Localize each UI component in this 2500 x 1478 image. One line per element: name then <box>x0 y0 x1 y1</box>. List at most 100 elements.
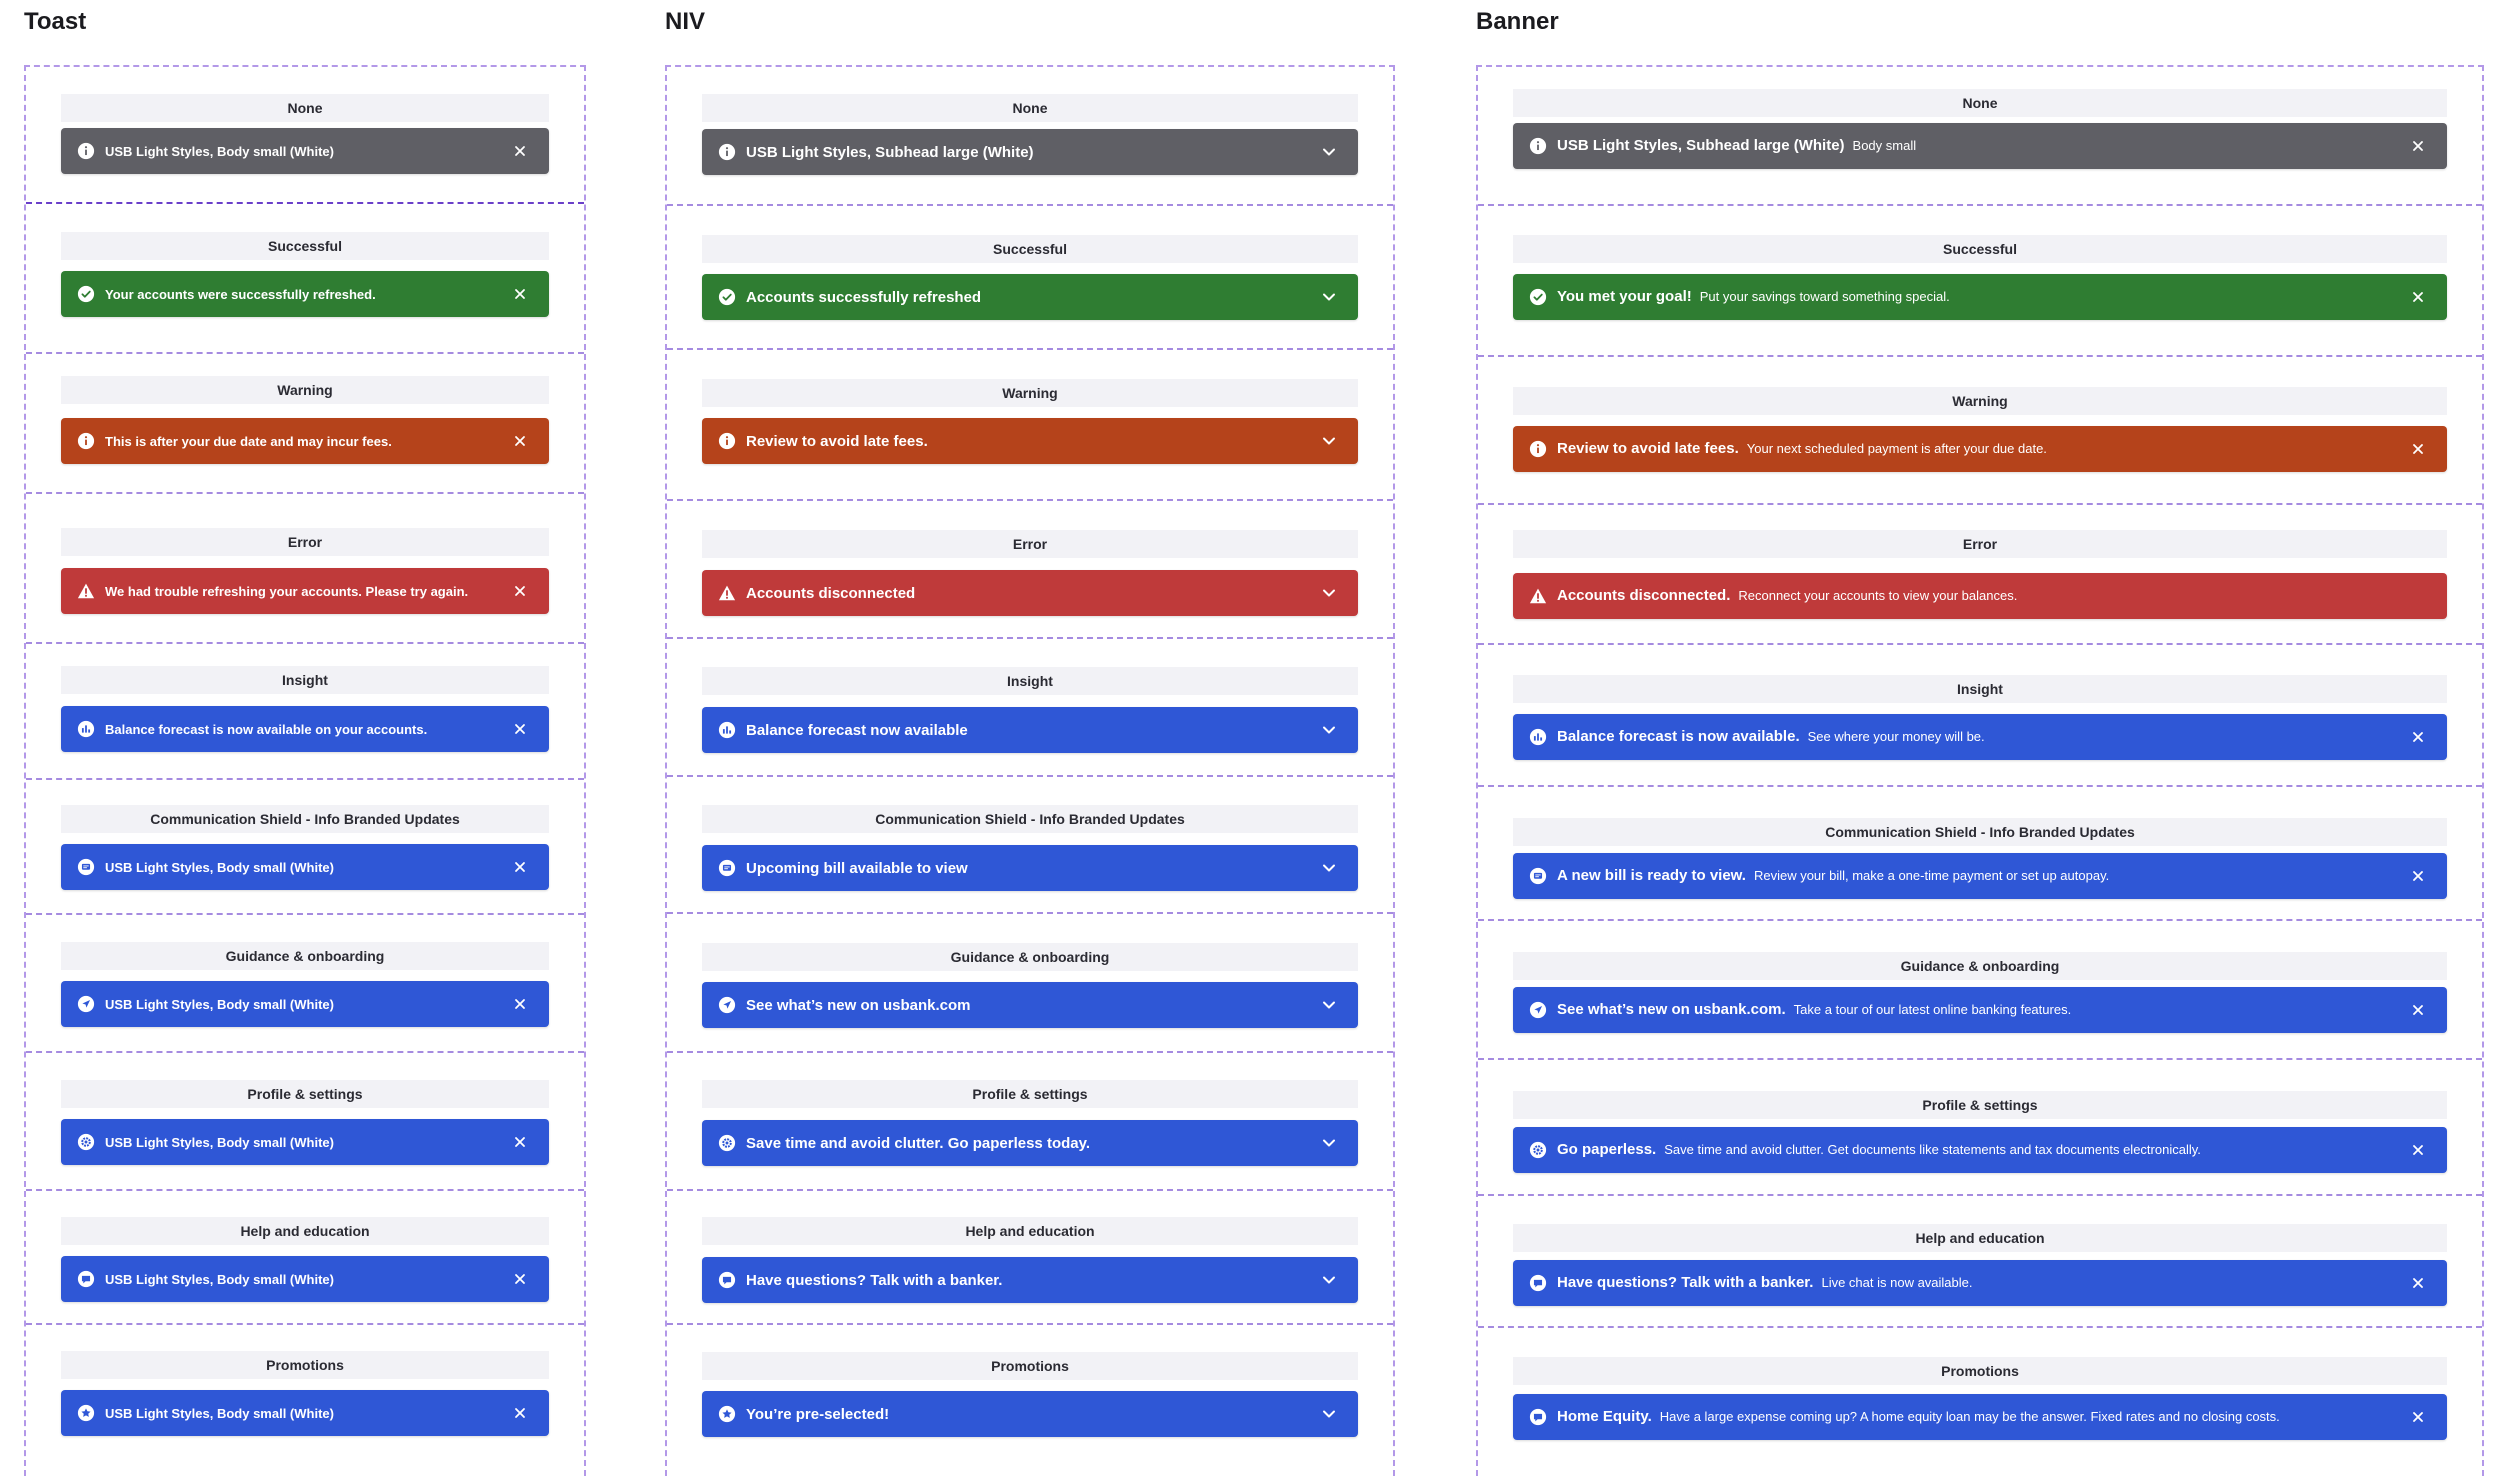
close-icon[interactable] <box>2407 1139 2429 1161</box>
niv-info-notification[interactable]: Save time and avoid clutter. Go paperles… <box>702 1120 1358 1166</box>
toast-info-notification: USB Light Styles, Body small (White) <box>61 844 549 890</box>
notification-title: A new bill is ready to view. <box>1557 867 1746 884</box>
section-help-and-education: Help and education Have questions? Talk w… <box>667 1189 1393 1323</box>
close-icon[interactable] <box>509 718 531 740</box>
chevron-down-icon[interactable] <box>1318 994 1340 1016</box>
close-icon[interactable] <box>509 283 531 305</box>
variant-label: Successful <box>1513 235 2447 263</box>
variants-frame: None USB Light Styles, Subhead large (Whi… <box>665 65 1395 1476</box>
chevron-down-icon[interactable] <box>1318 286 1340 308</box>
notification-title: This is after your due date and may incu… <box>105 433 392 449</box>
notification-text: Balance forecast is now available on you… <box>105 722 499 737</box>
chevron-down-icon[interactable] <box>1318 430 1340 452</box>
variants-frame: None USB Light Styles, Subhead large (Whi… <box>1476 65 2484 1476</box>
variant-label: Promotions <box>702 1352 1358 1380</box>
notification-text: Have questions? Talk with a banker. Live … <box>1557 1274 2397 1292</box>
close-icon[interactable] <box>509 1402 531 1424</box>
notification-text: Accounts disconnected <box>746 585 1308 602</box>
close-icon[interactable] <box>2407 1272 2429 1294</box>
toast-warning-notification: This is after your due date and may incu… <box>61 418 549 464</box>
navigation-icon <box>718 996 736 1014</box>
chevron-down-icon[interactable] <box>1318 1132 1340 1154</box>
niv-info-notification[interactable]: You’re pre-selected! <box>702 1391 1358 1437</box>
close-icon[interactable] <box>2407 438 2429 460</box>
notification-text: Home Equity. Have a large expense coming … <box>1557 1408 2397 1426</box>
niv-info-notification[interactable]: Have questions? Talk with a banker. <box>702 1257 1358 1303</box>
section-promotions: Promotions You’re pre-selected! <box>667 1323 1393 1478</box>
notification-text: Go paperless. Save time and avoid clutter… <box>1557 1141 2397 1159</box>
notification-title: Review to avoid late fees. <box>1557 440 1739 457</box>
toast-info-notification: Balance forecast is now available on you… <box>61 706 549 752</box>
niv-error-notification[interactable]: Accounts disconnected <box>702 570 1358 616</box>
notification-message: Have a large expense coming up? A home e… <box>1659 1409 2280 1424</box>
close-icon[interactable] <box>509 580 531 602</box>
close-icon[interactable] <box>509 140 531 162</box>
notification-text: USB Light Styles, Body small (White) <box>105 860 499 875</box>
variant-label: Communication Shield - Info Branded Upda… <box>61 805 549 833</box>
notification-message: Take a tour of our latest online banking… <box>1793 1002 2072 1017</box>
niv-info-notification[interactable]: Upcoming bill available to view <box>702 845 1358 891</box>
variant-label: Error <box>702 530 1358 558</box>
notification-title: Balance forecast is now available on you… <box>105 721 428 737</box>
chevron-down-icon[interactable] <box>1318 719 1340 741</box>
notification-text: USB Light Styles, Subhead large (White) B… <box>1557 137 2397 155</box>
close-icon[interactable] <box>2407 726 2429 748</box>
chevron-down-icon[interactable] <box>1318 141 1340 163</box>
section-guidance-and-onboarding: Guidance & onboarding See what’s new on u… <box>667 912 1393 1051</box>
notification-text: USB Light Styles, Body small (White) <box>105 1272 499 1287</box>
chevron-down-icon[interactable] <box>1318 857 1340 879</box>
variant-label: None <box>61 94 549 122</box>
section-error: Error We had trouble refreshing your acco… <box>26 492 584 642</box>
notification-message: Put your savings toward something specia… <box>1699 289 1950 304</box>
close-icon[interactable] <box>509 430 531 452</box>
notification-title: Have questions? Talk with a banker. <box>746 1271 1003 1289</box>
notification-text: Accounts disconnected. Reconnect your acc… <box>1557 587 2429 605</box>
niv-none-notification[interactable]: USB Light Styles, Subhead large (White) <box>702 129 1358 175</box>
chat-icon <box>1529 1274 1547 1292</box>
variant-label: None <box>1513 89 2447 117</box>
niv-warning-notification[interactable]: Review to avoid late fees. <box>702 418 1358 464</box>
info-icon <box>77 432 95 450</box>
close-icon[interactable] <box>509 993 531 1015</box>
close-icon[interactable] <box>509 856 531 878</box>
notification-text: Have questions? Talk with a banker. <box>746 1272 1308 1289</box>
chevron-down-icon[interactable] <box>1318 1269 1340 1291</box>
section-insight: Insight Balance forecast is now available… <box>1478 643 2482 785</box>
section-successful: Successful Your accounts were successfull… <box>26 202 584 352</box>
variant-label: Warning <box>1513 387 2447 415</box>
notification-message: Body small <box>1852 138 1917 153</box>
section-warning: Warning Review to avoid late fees. Your ne… <box>1478 355 2482 503</box>
close-icon[interactable] <box>2407 135 2429 157</box>
warning-triangle-icon <box>1529 587 1547 605</box>
close-icon[interactable] <box>509 1268 531 1290</box>
close-icon[interactable] <box>2407 865 2429 887</box>
notification-title: Accounts disconnected. <box>1557 587 1731 604</box>
variant-label: Guidance & onboarding <box>61 942 549 970</box>
notification-title: USB Light Styles, Body small (White) <box>105 859 334 875</box>
close-icon[interactable] <box>2407 1406 2429 1428</box>
close-icon[interactable] <box>509 1131 531 1153</box>
niv-success-notification[interactable]: Accounts successfully refreshed <box>702 274 1358 320</box>
notification-title: Balance forecast now available <box>746 721 968 739</box>
check-circle-icon <box>77 285 95 303</box>
notification-message: Your next scheduled payment is after you… <box>1746 441 2047 456</box>
notification-title: Go paperless. <box>1557 1141 1657 1158</box>
variant-label: Successful <box>702 235 1358 263</box>
variant-label: None <box>702 94 1358 122</box>
notification-title: Review to avoid late fees. <box>746 432 928 450</box>
close-icon[interactable] <box>2407 999 2429 1021</box>
variant-label: Insight <box>1513 675 2447 703</box>
notification-text: We had trouble refreshing your accounts.… <box>105 584 499 599</box>
section-communication-shield-info-branded-updates: Communication Shield - Info Branded Upda… <box>26 778 584 913</box>
chevron-down-icon[interactable] <box>1318 1403 1340 1425</box>
notification-text: See what’s new on usbank.com <box>746 997 1308 1014</box>
variant-label: Help and education <box>1513 1224 2447 1252</box>
variants-frame: None USB Light Styles, Body small (White)… <box>24 65 586 1476</box>
notification-title: USB Light Styles, Subhead large (White) <box>746 143 1034 161</box>
niv-info-notification[interactable]: See what’s new on usbank.com <box>702 982 1358 1028</box>
close-icon[interactable] <box>2407 286 2429 308</box>
column-title: Banner <box>1476 8 1559 35</box>
niv-info-notification[interactable]: Balance forecast now available <box>702 707 1358 753</box>
chevron-down-icon[interactable] <box>1318 582 1340 604</box>
variant-label: Profile & settings <box>1513 1091 2447 1119</box>
